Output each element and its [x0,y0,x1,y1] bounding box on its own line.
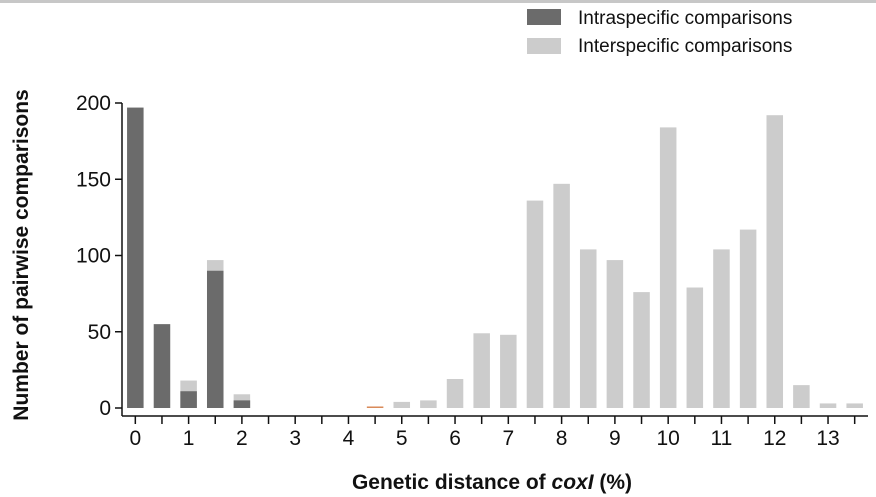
bar-intraspecific [233,400,251,409]
x-tick-label: 9 [609,427,621,450]
x-tick-label: 4 [343,427,355,450]
legend: Intraspecific comparisons Interspecific … [527,8,792,57]
x-tick-label: 5 [396,427,408,450]
x-tick-label: 6 [449,427,461,450]
x-tick-label: 0 [129,427,141,450]
x-tick-label: 2 [236,427,248,450]
legend-swatch-interspecific [527,38,561,54]
x-tick-label: 3 [289,427,301,450]
bar-interspecific [686,287,704,408]
bar-interspecific [659,127,677,409]
legend-label-intraspecific: Intraspecific comparisons [578,8,792,29]
bar-intraspecific [127,107,144,408]
x-tick-label: 11 [711,427,733,450]
bars-layer [127,107,863,409]
bar-interspecific [500,334,517,408]
legend-swatch-intraspecific [527,9,561,25]
bar-interspecific [819,403,837,408]
bar-interspecific [579,249,597,408]
x-axis-title-prefix: Genetic distance of [352,471,552,494]
bar-intraspecific [153,324,171,409]
x-tick-label: 8 [556,427,568,450]
y-tick-label: 50 [88,321,111,344]
bar-interspecific [713,249,730,408]
x-tick-label: 10 [656,427,679,450]
bar-interspecific [393,401,411,408]
bar-interspecific [526,200,544,408]
x-tick-label: 7 [502,427,514,450]
y-tick-label: 0 [99,397,111,420]
y-axis-title: Number of pairwise comparisons [10,89,33,420]
bar-interspecific [420,400,437,409]
bar-intraspecific [180,391,197,408]
bar-interspecific [446,379,464,408]
y-tick-label: 200 [76,92,111,115]
bar-interspecific [793,385,810,409]
bar-interspecific [846,403,863,408]
top-rule [0,0,876,3]
x-tick-label: 12 [763,427,786,450]
bar-interspecific [633,292,650,408]
bar-interspecific [766,115,784,408]
x-axis-title: Genetic distance of coxI (%) [352,471,632,494]
bar-interspecific [553,183,570,408]
x-tick-label: 1 [183,427,195,450]
bar-interspecific [366,406,384,408]
y-tick-label: 100 [76,245,111,268]
y-tick-label: 150 [76,168,111,191]
x-axis-title-suffix: (%) [594,471,633,494]
x-tick-label: 13 [816,427,839,450]
legend-label-interspecific: Interspecific comparisons [578,36,792,57]
x-axis-title-gene: coxI [552,471,595,494]
bar-intraspecific [206,270,224,408]
bar-interspecific [473,333,490,408]
bar-interspecific [606,260,624,408]
bar-interspecific [739,229,757,408]
